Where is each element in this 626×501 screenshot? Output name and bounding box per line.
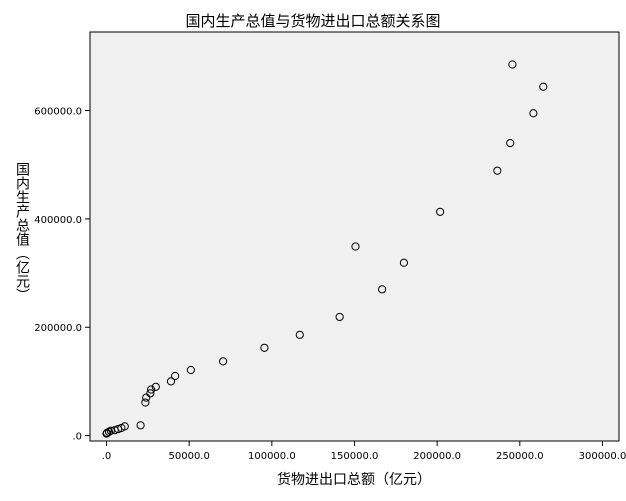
data-point: [539, 82, 548, 91]
x-tick-label: 300000.0: [579, 451, 626, 462]
data-point: [146, 389, 155, 398]
x-axis-ticks: .0 50000.0 100000.0 150000.0 200000.0 250000.…: [102, 441, 626, 462]
data-points: [102, 60, 548, 438]
data-point: [141, 398, 150, 407]
data-point: [493, 166, 502, 175]
y-tick-label: 200000.0: [34, 323, 82, 334]
data-point: [508, 60, 517, 69]
x-tick-label: 100000.0: [248, 451, 296, 462]
data-point: [120, 422, 129, 431]
x-tick-label: 150000.0: [331, 451, 379, 462]
data-point: [151, 382, 160, 391]
data-point: [142, 393, 151, 402]
data-point: [378, 285, 387, 294]
x-tick-label: 200000.0: [413, 451, 461, 462]
data-point: [506, 138, 515, 148]
plot-area: [89, 31, 620, 442]
y-tick-label: .0: [72, 432, 82, 443]
data-point: [260, 343, 269, 352]
data-point: [218, 357, 228, 366]
data-point: [436, 207, 445, 216]
data-point: [351, 242, 360, 251]
data-point: [529, 109, 538, 118]
x-tick-label: 250000.0: [496, 451, 544, 462]
data-point: [104, 427, 114, 436]
data-point: [186, 365, 195, 375]
chart-title: 国内生产总值与货物进出口总额关系图: [185, 12, 440, 30]
x-axis-title: 货物进出口总额（亿元）: [277, 471, 431, 488]
data-point: [171, 371, 180, 381]
data-point: [335, 312, 344, 322]
data-point: [166, 377, 176, 386]
data-point: [136, 421, 145, 430]
data-point: [295, 330, 304, 339]
y-axis-title: 国内生产总值（亿元）: [14, 162, 30, 302]
y-tick-label: 600000.0: [34, 107, 82, 118]
data-point: [147, 385, 156, 394]
x-tick-label: 50000.0: [169, 451, 210, 462]
data-point: [399, 258, 409, 267]
y-tick-label: 400000.0: [34, 215, 82, 226]
y-axis-ticks: .0 200000.0 400000.0 600000.0: [34, 107, 90, 443]
x-tick-label: .0: [102, 451, 112, 462]
